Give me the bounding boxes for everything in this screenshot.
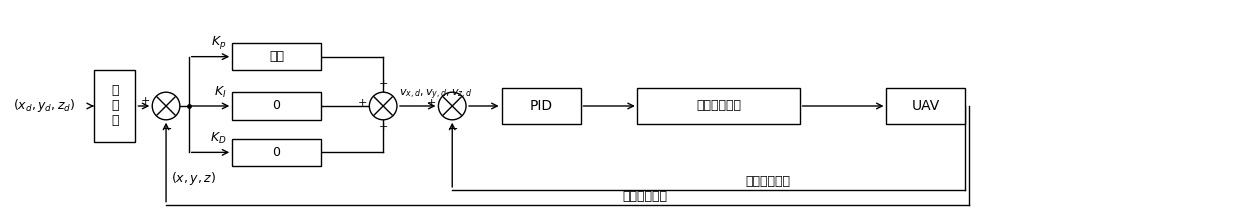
Text: +: +	[358, 98, 368, 108]
Text: $(x_d,y_d,z_d)$: $(x_d,y_d,z_d)$	[14, 97, 76, 115]
Text: +: +	[141, 96, 150, 106]
Text: 滤
波
器: 滤 波 器	[112, 84, 119, 127]
Circle shape	[369, 92, 396, 120]
Bar	[886, 88, 965, 124]
Circle shape	[439, 92, 466, 120]
Bar	[232, 139, 321, 166]
Text: $(x,y,z)$: $(x,y,z)$	[171, 170, 216, 187]
Text: UAV: UAV	[912, 99, 940, 113]
Bar	[502, 88, 581, 124]
Circle shape	[152, 92, 180, 120]
Bar	[232, 43, 321, 70]
Text: 常数: 常数	[269, 50, 284, 63]
Text: 0: 0	[273, 146, 280, 159]
Text: $v_{x,d},v_{y,d},v_{z,d}$: $v_{x,d},v_{y,d},v_{z,d}$	[399, 88, 473, 102]
Text: 0: 0	[273, 100, 280, 112]
Bar	[94, 70, 135, 142]
Text: −: −	[449, 123, 458, 136]
Text: +: +	[378, 79, 388, 89]
Text: +: +	[427, 98, 436, 108]
Bar	[232, 92, 321, 120]
Text: $K_p$: $K_p$	[211, 34, 227, 51]
Text: 位置信号反馈: 位置信号反馈	[622, 190, 667, 203]
Text: PID: PID	[529, 99, 553, 113]
Text: 姿态控制回路: 姿态控制回路	[696, 100, 741, 112]
Text: −: −	[162, 123, 172, 136]
Text: 速度信号反馈: 速度信号反馈	[746, 175, 790, 188]
Bar	[637, 88, 800, 124]
Text: $K_I$: $K_I$	[213, 85, 227, 100]
Text: +: +	[378, 122, 388, 132]
Text: $K_D$: $K_D$	[209, 131, 227, 146]
